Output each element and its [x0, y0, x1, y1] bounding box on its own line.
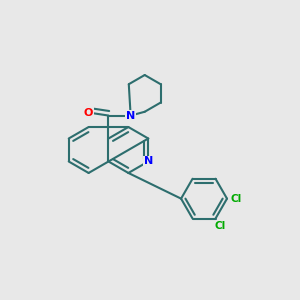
Text: N: N	[126, 110, 135, 121]
Text: N: N	[144, 157, 153, 166]
Text: O: O	[84, 107, 93, 118]
Text: Cl: Cl	[231, 194, 242, 204]
Text: Cl: Cl	[214, 221, 226, 232]
